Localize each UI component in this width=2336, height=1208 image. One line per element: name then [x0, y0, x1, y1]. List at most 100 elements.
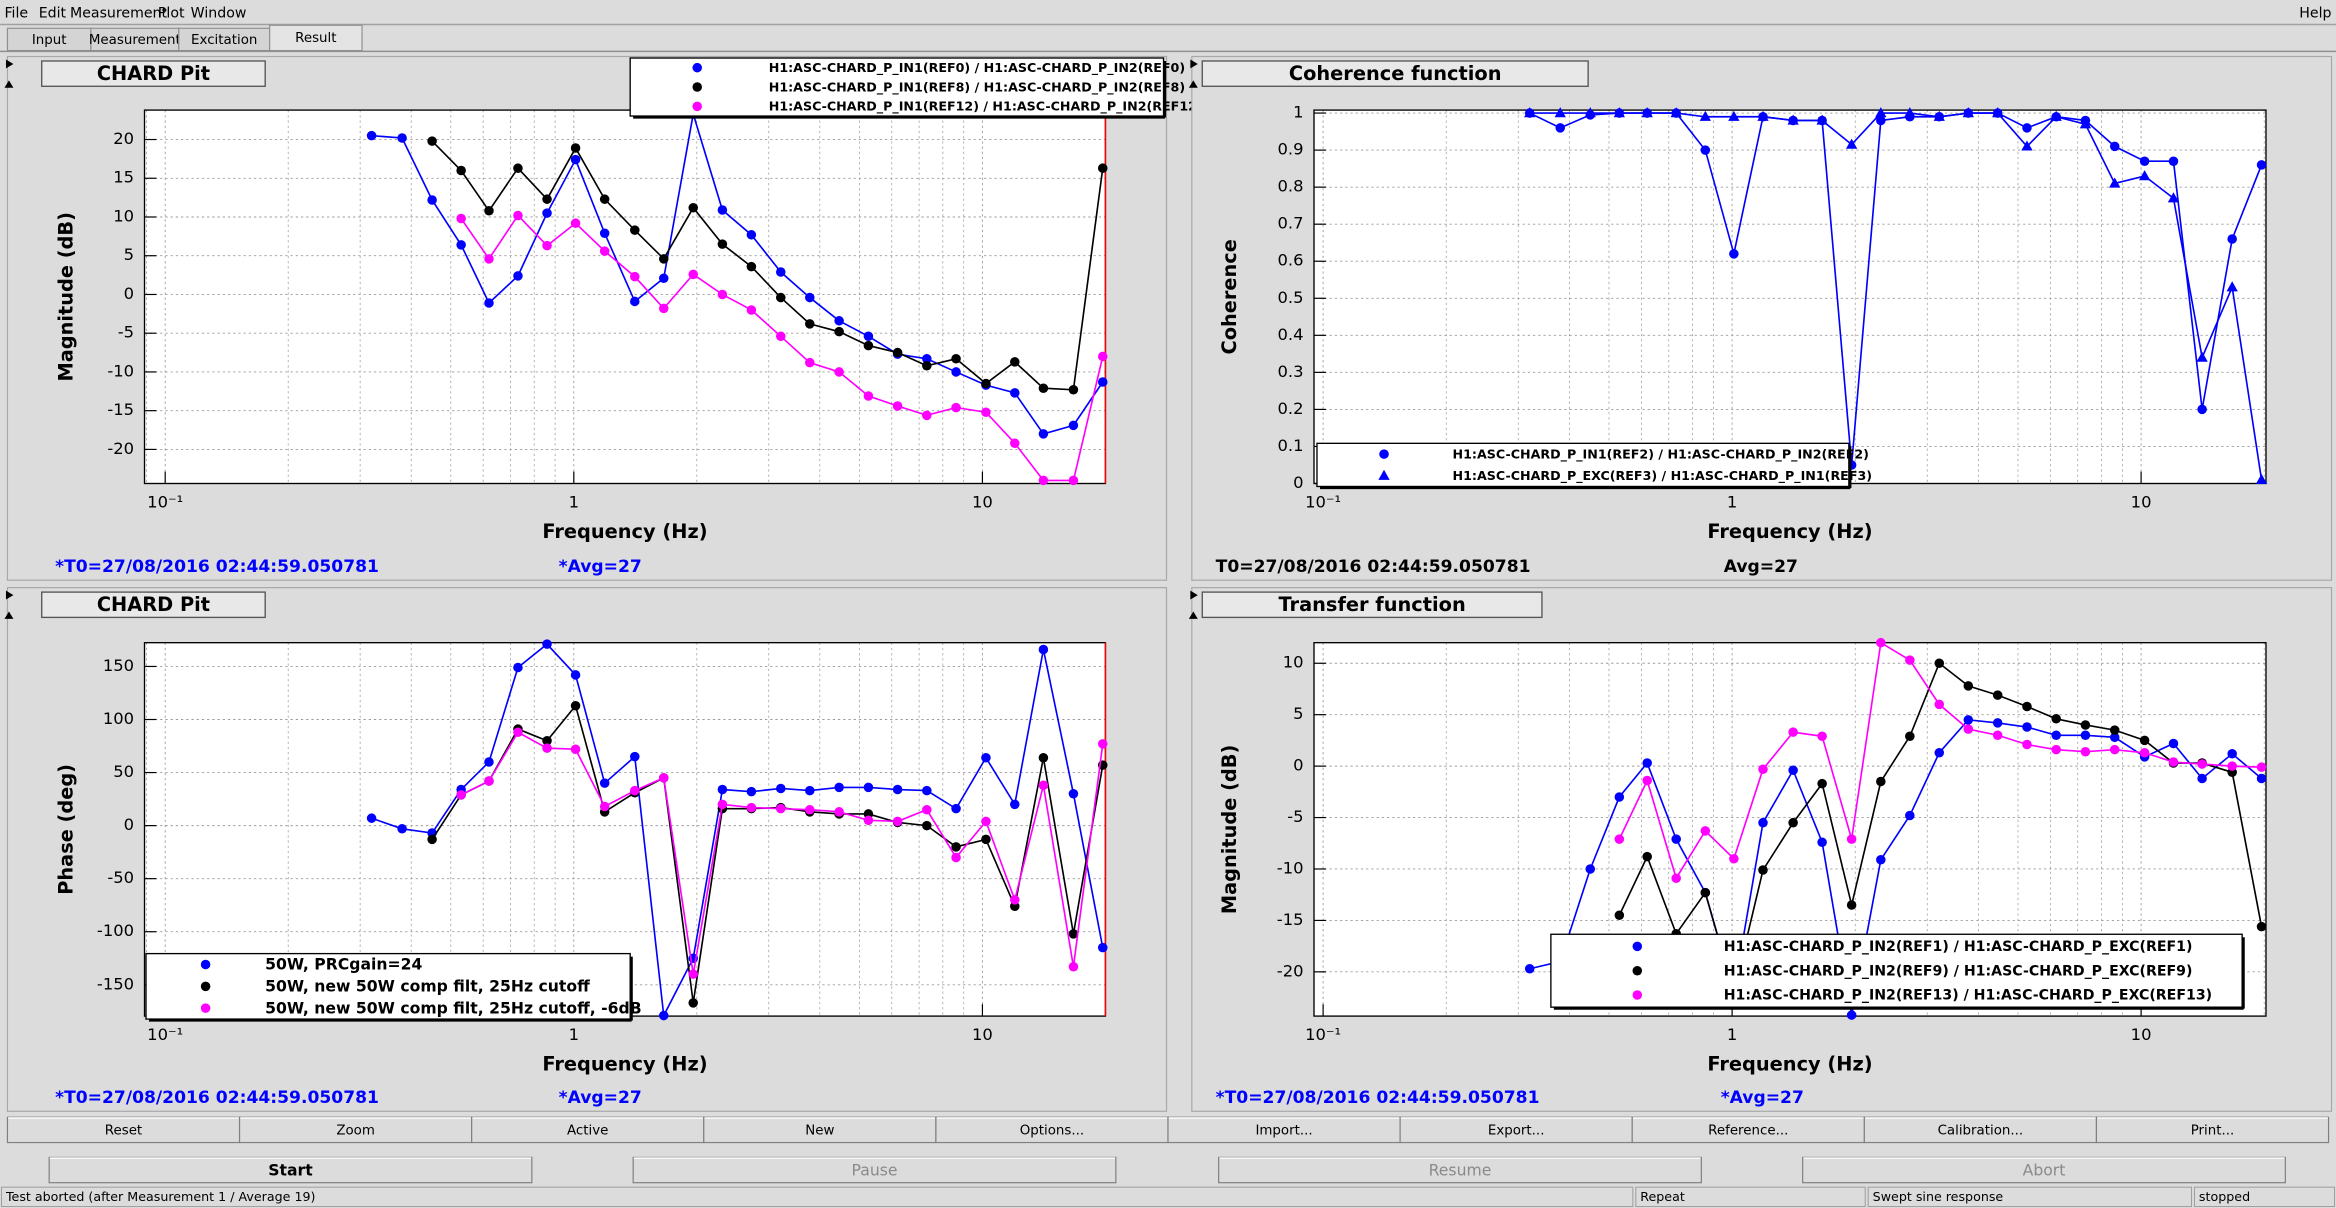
data-point: [805, 319, 815, 329]
toolbar-button-label[interactable]: Import...: [1255, 1124, 1312, 1139]
panel-arrow[interactable]: [4, 80, 14, 88]
run-button[interactable]: [1802, 1156, 2286, 1184]
run-button-label[interactable]: Abort: [2023, 1160, 2066, 1179]
data-point: [397, 133, 407, 143]
legend-label: H1:ASC-CHARD_P_IN2(REF1) / H1:ASC-CHARD_…: [1724, 939, 2193, 955]
data-point: [542, 735, 552, 746]
toolbar-button[interactable]: [1863, 1116, 2098, 1144]
y-tick-label: 0.2: [1278, 399, 1304, 418]
tab-label[interactable]: Result: [295, 31, 336, 46]
tab-label[interactable]: Measurement: [89, 33, 181, 48]
panel-arrow[interactable]: [1190, 590, 1198, 600]
panel-arrow[interactable]: [4, 611, 14, 619]
data-point: [1817, 731, 1827, 742]
tab[interactable]: [269, 24, 363, 52]
data-point: [1700, 145, 1711, 155]
data-point: [834, 316, 844, 326]
data-point: [1642, 758, 1652, 768]
menu-item[interactable]: File: [4, 5, 28, 21]
data-point: [1068, 929, 1079, 939]
toolbar-button-label[interactable]: Options...: [1020, 1124, 1084, 1139]
y-axis-label: Magnitude (dB): [1218, 745, 1241, 914]
data-point: [1642, 775, 1652, 786]
run-button-label[interactable]: Resume: [1429, 1160, 1492, 1179]
menu-item[interactable]: Edit: [39, 5, 67, 21]
menu-help[interactable]: Help: [2299, 5, 2331, 21]
panel-arrow[interactable]: [1190, 59, 1198, 69]
data-point: [1614, 792, 1625, 802]
data-point: [1555, 123, 1566, 133]
menu-item[interactable]: Plot: [158, 5, 185, 21]
toolbar-button-label[interactable]: Active: [567, 1124, 608, 1139]
data-point: [542, 639, 552, 649]
y-axis-label: Coherence: [1218, 239, 1241, 354]
panel-arrow[interactable]: [1188, 80, 1198, 88]
toolbar-button-label[interactable]: Export...: [1488, 1124, 1545, 1139]
data-point: [805, 804, 815, 815]
data-point: [1876, 776, 1886, 787]
data-point: [658, 254, 669, 264]
toolbar-button[interactable]: [2095, 1116, 2330, 1144]
toolbar-button-label[interactable]: New: [805, 1124, 834, 1139]
data-point: [2051, 744, 2061, 755]
run-button-label[interactable]: Pause: [852, 1160, 898, 1179]
tab-label[interactable]: Input: [32, 33, 67, 48]
y-tick-label: 0: [124, 284, 134, 303]
annotation: *T0=27/08/2016 02:44:59.050781: [55, 1088, 379, 1108]
data-point: [951, 354, 961, 364]
plot-area: [1314, 110, 2266, 484]
menu-item[interactable]: Measurement: [70, 5, 168, 21]
y-tick-label: 0: [1293, 756, 1303, 775]
y-tick-label: 15: [113, 168, 134, 187]
toolbar-button-label[interactable]: Print...: [2191, 1124, 2235, 1139]
legend-marker: [1632, 965, 1643, 976]
y-tick-label: -5: [1287, 807, 1303, 826]
data-point: [1757, 110, 1769, 121]
data-point: [658, 1010, 669, 1021]
plot-area: [144, 110, 1106, 484]
y-tick-label: 10: [1283, 653, 1304, 672]
y-tick-label: -5: [118, 323, 134, 342]
status-field: [0, 1186, 1634, 1208]
data-point: [658, 303, 669, 314]
toolbar-button[interactable]: [1399, 1116, 1633, 1144]
data-point: [599, 246, 610, 256]
annotation: *Avg=27: [559, 1088, 642, 1108]
data-point: [2256, 762, 2267, 772]
toolbar-button[interactable]: [1167, 1116, 1401, 1144]
run-button[interactable]: [1218, 1156, 1702, 1184]
y-tick-label: 0.4: [1278, 325, 1304, 344]
toolbar-button-label[interactable]: Calibration...: [1938, 1124, 2024, 1139]
status-field: [2193, 1186, 2336, 1208]
data-point: [2022, 123, 2032, 133]
data-point: [1876, 637, 1886, 648]
toolbar-button[interactable]: [6, 1116, 241, 1144]
data-point: [805, 785, 815, 796]
annotation: *Avg=27: [559, 557, 642, 577]
tab-label[interactable]: Excitation: [191, 33, 257, 48]
toolbar-button[interactable]: [1631, 1116, 1865, 1144]
data-point: [1788, 765, 1798, 775]
data-point: [746, 261, 757, 272]
toolbar-button-label[interactable]: Reset: [105, 1124, 142, 1139]
data-point: [2080, 720, 2091, 730]
menu-item[interactable]: Window: [191, 5, 247, 21]
toolbar-button[interactable]: [703, 1116, 937, 1144]
legend-marker: [1378, 469, 1390, 480]
run-button-label[interactable]: Start: [268, 1160, 313, 1179]
y-tick-label: 0.3: [1278, 362, 1304, 381]
toolbar-button-label[interactable]: Zoom: [336, 1124, 375, 1139]
run-button[interactable]: [48, 1156, 533, 1184]
panel-arrow[interactable]: [1188, 611, 1198, 619]
panel-arrow[interactable]: [5, 590, 14, 600]
data-point: [746, 305, 757, 315]
toolbar-button[interactable]: [935, 1116, 1169, 1144]
data-point: [1904, 107, 1916, 118]
data-point: [1068, 384, 1079, 395]
toolbar-button-label[interactable]: Reference...: [1708, 1124, 1788, 1139]
data-point: [1097, 377, 1108, 387]
panel-arrow[interactable]: [5, 59, 14, 69]
data-point: [1670, 107, 1682, 118]
data-point: [863, 815, 874, 826]
